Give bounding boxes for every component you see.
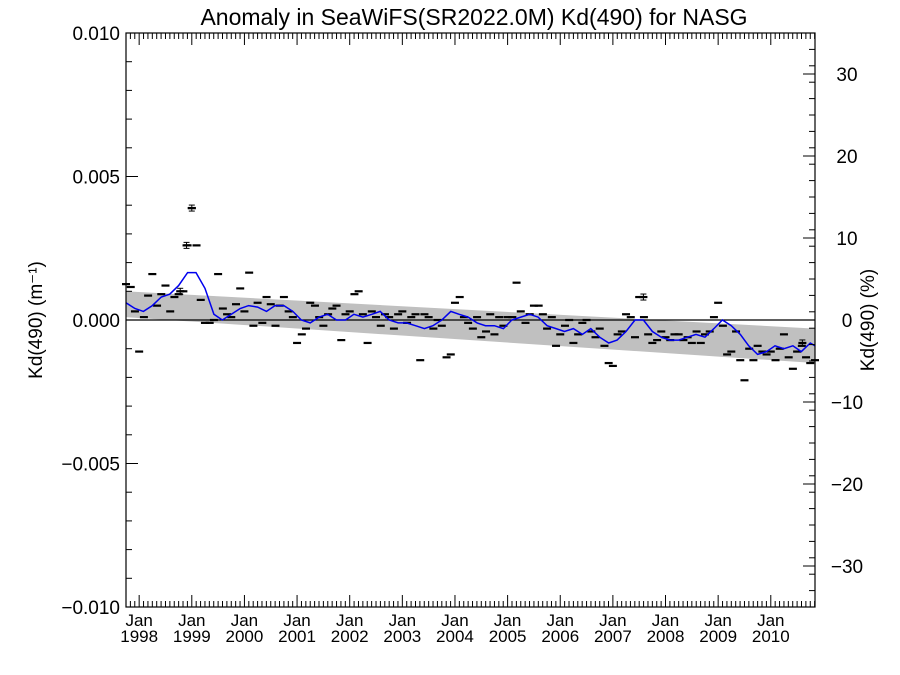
y-tick-label: −0.005: [61, 455, 120, 476]
x-tick-year-label: 2008: [647, 627, 685, 646]
trend-band-layer: [126, 291, 815, 364]
error-bar-point: [176, 287, 185, 295]
y2-tick-label: 20: [836, 147, 857, 168]
x-tick-year-label: 2001: [278, 627, 316, 646]
x-tick-month-label: Jan: [599, 611, 626, 630]
error-bar-point: [798, 339, 807, 347]
y-tick-label: 0.010: [72, 24, 120, 45]
chart-title: Anomaly in SeaWiFS(SR2022.0M) Kd(490) fo…: [200, 4, 747, 30]
error-bar-point: [182, 241, 191, 249]
anomaly-points-layer: [122, 204, 819, 382]
x-tick-year-label: 2007: [594, 627, 632, 646]
x-tick-month-label: Jan: [125, 611, 152, 630]
x-tick-month-label: Jan: [547, 611, 574, 630]
x-tick-month-label: Jan: [283, 611, 310, 630]
x-tick-month-label: Jan: [652, 611, 679, 630]
x-tick-year-label: 2006: [541, 627, 579, 646]
x-tick-year-label: 2004: [436, 627, 474, 646]
x-tick-month-label: Jan: [231, 611, 258, 630]
x-axis: Jan1998Jan1999Jan2000Jan2001Jan2002Jan20…: [120, 33, 816, 646]
y2-tick-label: 0: [842, 311, 853, 332]
x-tick-year-label: 2005: [489, 627, 527, 646]
y-tick-label: 0.000: [72, 311, 120, 332]
running-mean-line: [125, 271, 816, 356]
x-tick-year-label: 2010: [752, 627, 790, 646]
y2-tick-label: −10: [831, 393, 863, 414]
y2-tick-label: 30: [836, 65, 857, 86]
error-bar-point: [639, 293, 648, 301]
x-tick-year-label: 1998: [120, 627, 158, 646]
y-tick-label: 0.005: [72, 168, 120, 189]
running-mean-layer: [125, 271, 816, 356]
x-tick-year-label: 2009: [699, 627, 737, 646]
y2-axis-label: Kd(490) (%): [858, 269, 879, 371]
y2-tick-label: 10: [836, 229, 857, 250]
y-axis-right: 30 20 10 0 −10 −20 −30: [803, 32, 863, 608]
x-tick-month-label: Jan: [178, 611, 205, 630]
y-axis-left: 0.010 0.005 0.000 −0.005 −0.010: [61, 24, 138, 619]
trend-band: [126, 291, 815, 364]
x-tick-month-label: Jan: [389, 611, 416, 630]
x-tick-year-label: 2002: [331, 627, 369, 646]
y-tick-label: −0.010: [61, 598, 120, 619]
x-tick-month-label: Jan: [757, 611, 784, 630]
error-bar-point: [187, 204, 196, 212]
y2-tick-label: −20: [831, 475, 863, 496]
x-tick-month-label: Jan: [704, 611, 731, 630]
y2-tick-label: −30: [831, 557, 863, 578]
x-tick-year-label: 2003: [383, 627, 421, 646]
x-tick-year-label: 2000: [226, 627, 264, 646]
x-tick-month-label: Jan: [441, 611, 468, 630]
x-tick-month-label: Jan: [494, 611, 521, 630]
y-axis-label: Kd(490) (m⁻¹): [26, 261, 47, 379]
x-tick-month-label: Jan: [336, 611, 363, 630]
x-tick-year-label: 1999: [173, 627, 211, 646]
